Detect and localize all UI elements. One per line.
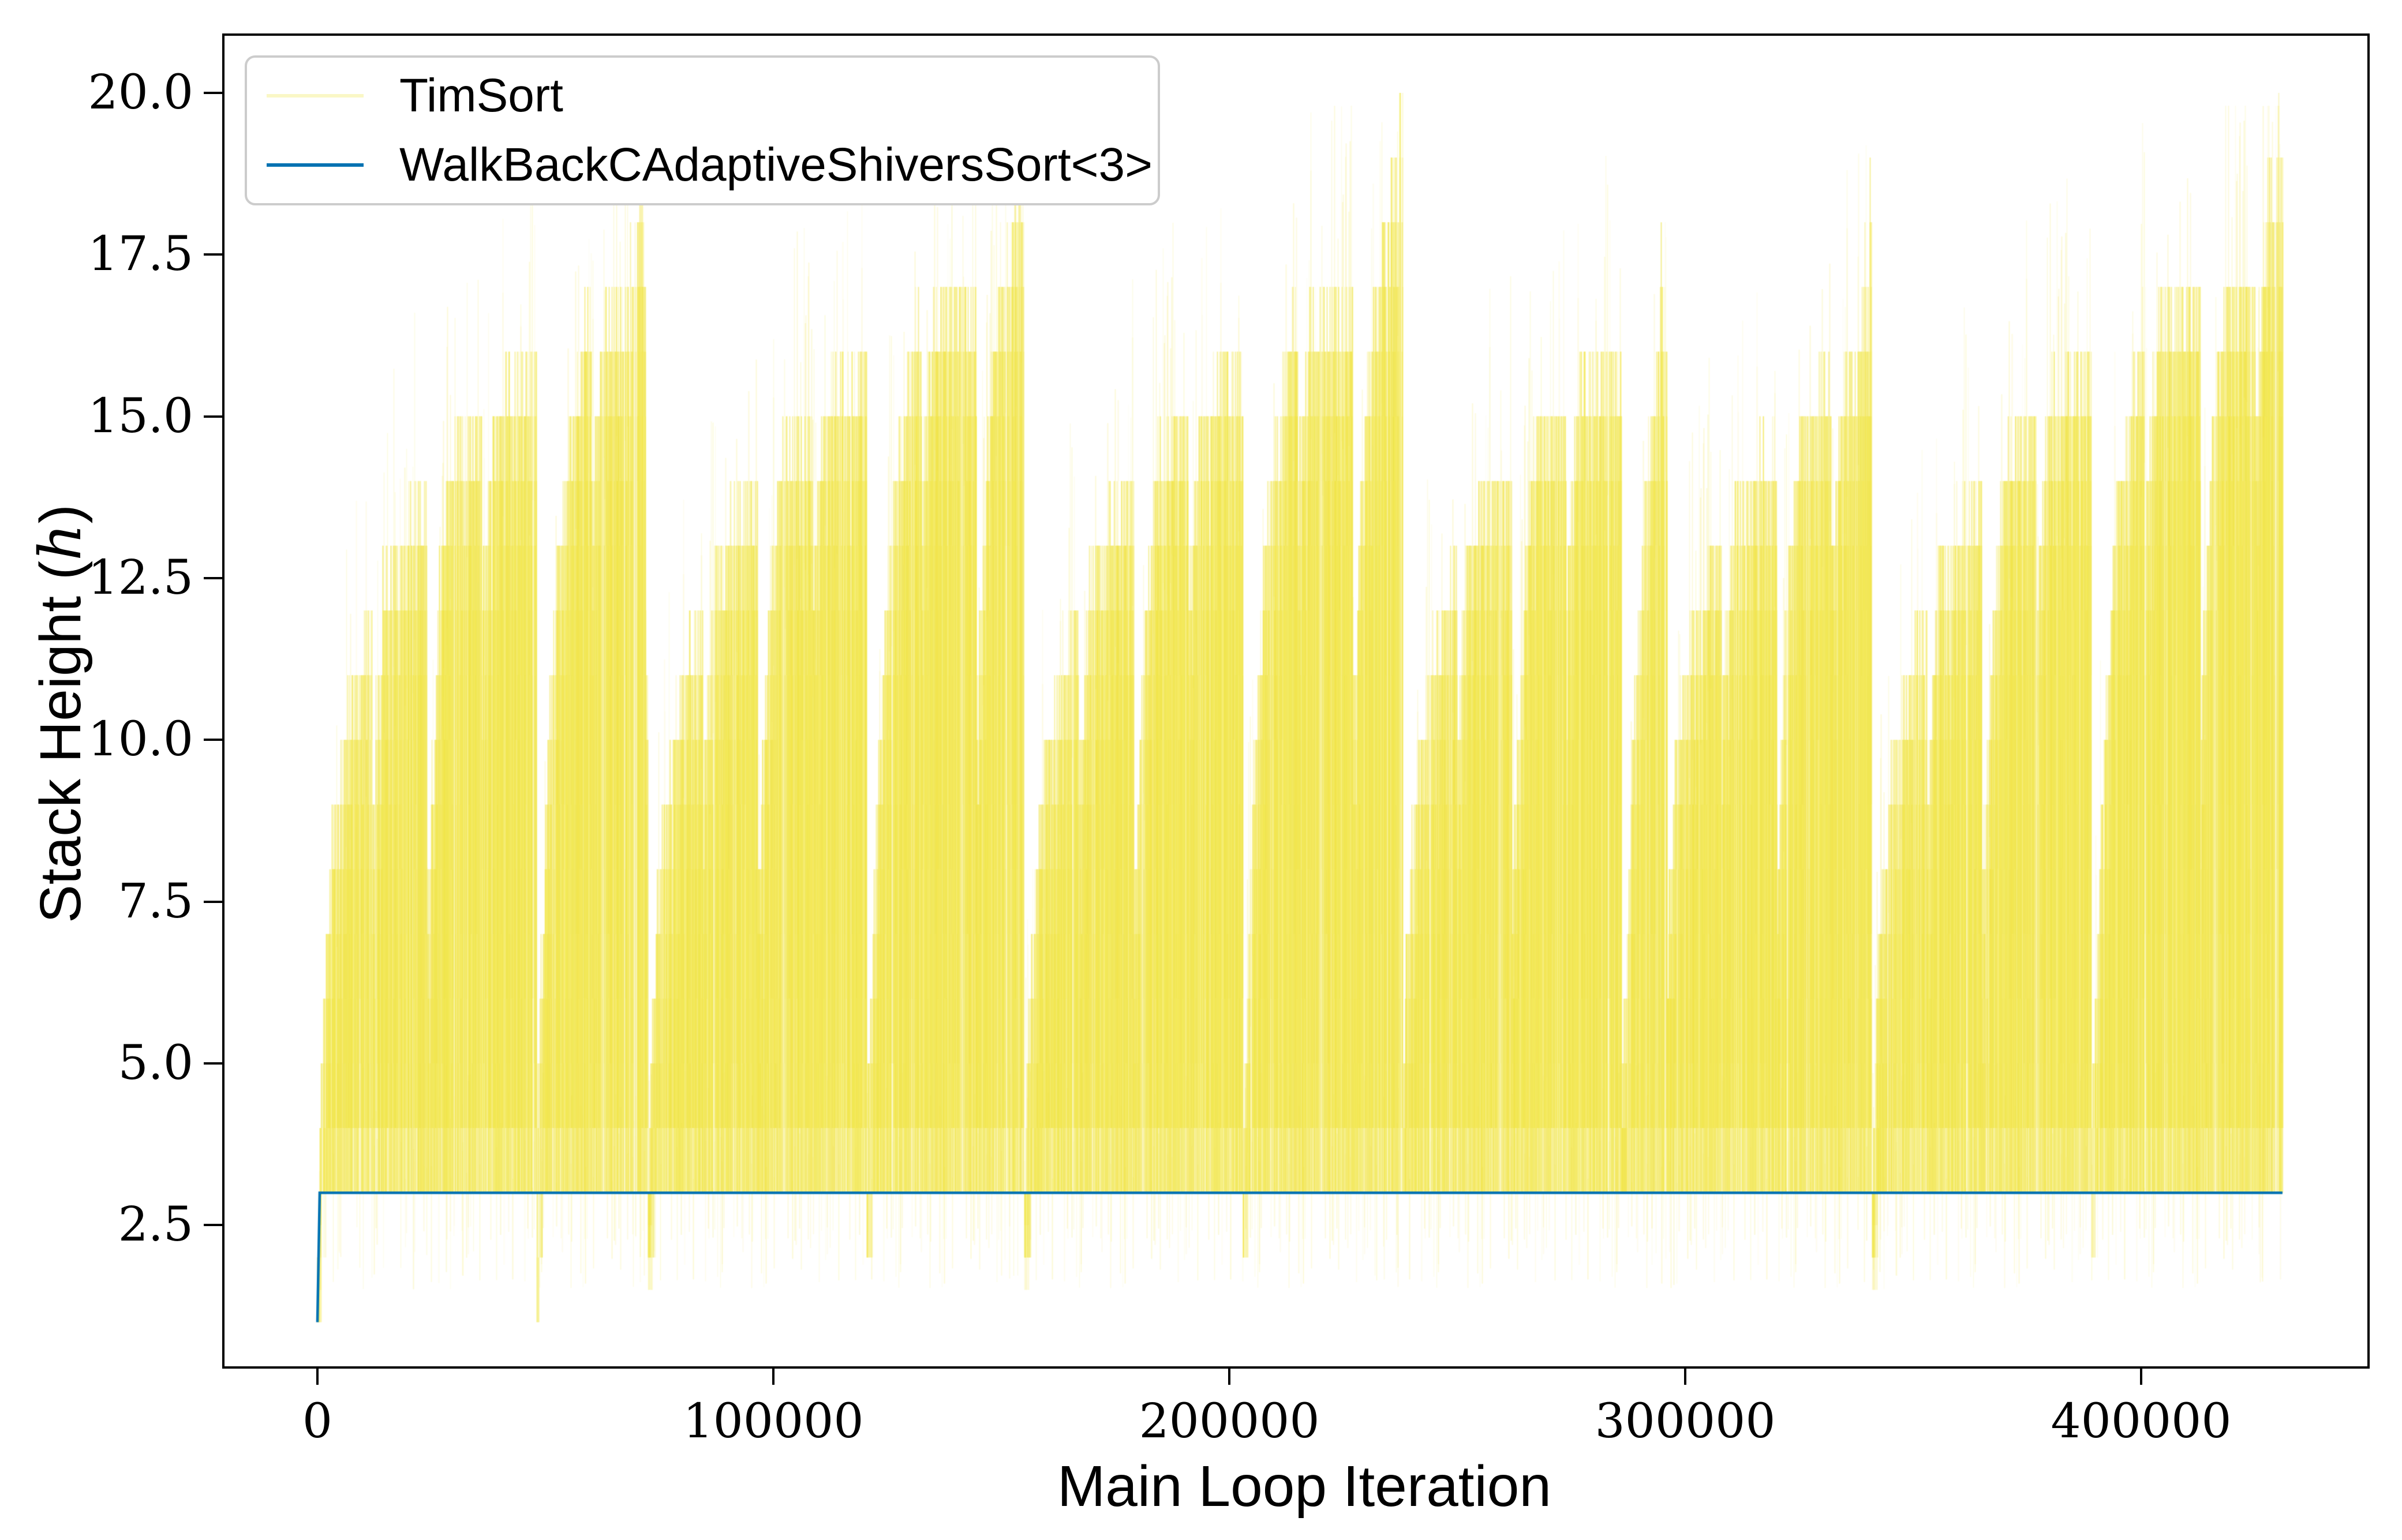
y-tick-label: 15.0 bbox=[88, 388, 193, 444]
y-tick bbox=[204, 415, 222, 418]
x-tick bbox=[1684, 1366, 1686, 1385]
x-tick bbox=[2140, 1366, 2142, 1385]
y-tick-label: 2.5 bbox=[118, 1197, 193, 1253]
y-tick-label: 5.0 bbox=[118, 1035, 193, 1091]
y-axis-label-prefix: Stack Height ( bbox=[28, 560, 93, 923]
y-tick bbox=[204, 253, 222, 256]
legend-row-timsort: TimSort bbox=[247, 65, 1158, 126]
x-tick bbox=[1228, 1366, 1230, 1385]
x-tick-label: 300000 bbox=[1595, 1394, 1776, 1449]
y-tick-label: 12.5 bbox=[88, 550, 193, 605]
y-tick bbox=[204, 1062, 222, 1065]
y-tick-label: 10.0 bbox=[88, 712, 193, 767]
walkback-legend-line-icon bbox=[267, 163, 364, 167]
y-tick-label: 20.0 bbox=[88, 65, 193, 120]
x-tick-label: 200000 bbox=[1139, 1394, 1320, 1449]
legend-row-walkback: WalkBackCAdaptiveShiversSort<3> bbox=[247, 134, 1158, 196]
y-tick bbox=[204, 91, 222, 94]
y-axis-label-suffix: ) bbox=[28, 504, 93, 524]
legend-label-walkback: WalkBackCAdaptiveShiversSort<3> bbox=[399, 138, 1153, 191]
y-axis-label-math-h: h bbox=[27, 523, 94, 561]
y-tick bbox=[204, 576, 222, 579]
y-tick-label: 17.5 bbox=[88, 227, 193, 282]
y-tick bbox=[204, 1224, 222, 1227]
legend-label-timsort: TimSort bbox=[399, 69, 563, 122]
y-axis-label: Stack Height (h) bbox=[24, 480, 99, 947]
x-tick-label: 400000 bbox=[2051, 1394, 2232, 1449]
x-tick-label: 0 bbox=[302, 1394, 333, 1449]
timsort-legend-line-icon bbox=[267, 94, 364, 98]
legend-box: TimSort WalkBackCAdaptiveShiversSort<3> bbox=[245, 55, 1160, 205]
x-tick bbox=[316, 1366, 319, 1385]
x-tick-label: 100000 bbox=[683, 1394, 864, 1449]
x-tick bbox=[772, 1366, 775, 1385]
x-axis-label: Main Loop Iteration bbox=[1057, 1454, 1552, 1519]
y-tick-label: 7.5 bbox=[118, 874, 193, 929]
y-tick bbox=[204, 739, 222, 741]
y-tick bbox=[204, 900, 222, 903]
